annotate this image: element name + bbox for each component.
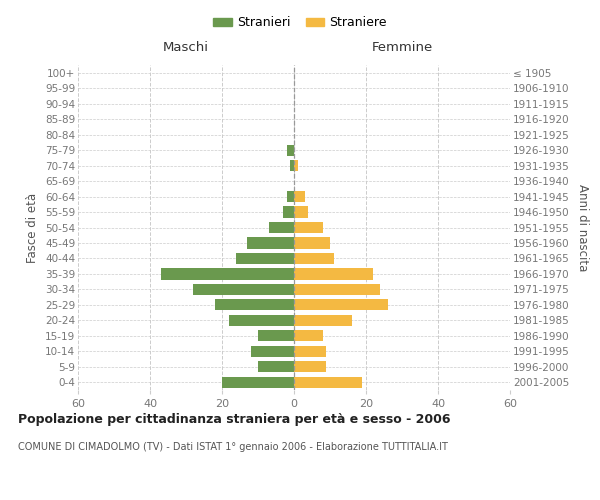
Text: Popolazione per cittadinanza straniera per età e sesso - 2006: Popolazione per cittadinanza straniera p… bbox=[18, 412, 451, 426]
Bar bbox=[251, 346, 294, 357]
Bar bbox=[294, 330, 323, 342]
Text: Maschi: Maschi bbox=[163, 41, 209, 54]
Bar bbox=[287, 191, 294, 202]
Bar bbox=[258, 330, 294, 342]
Text: COMUNE DI CIMADOLMO (TV) - Dati ISTAT 1° gennaio 2006 - Elaborazione TUTTITALIA.: COMUNE DI CIMADOLMO (TV) - Dati ISTAT 1°… bbox=[18, 442, 448, 452]
Bar bbox=[236, 253, 294, 264]
Bar bbox=[294, 206, 308, 218]
Bar bbox=[294, 253, 334, 264]
Bar bbox=[222, 376, 294, 388]
Bar bbox=[294, 346, 326, 357]
Bar bbox=[294, 284, 380, 295]
Y-axis label: Fasce di età: Fasce di età bbox=[26, 192, 40, 262]
Bar bbox=[290, 160, 294, 171]
Bar bbox=[287, 144, 294, 156]
Bar bbox=[294, 315, 352, 326]
Bar bbox=[294, 376, 362, 388]
Bar bbox=[229, 315, 294, 326]
Y-axis label: Anni di nascita: Anni di nascita bbox=[576, 184, 589, 271]
Text: Femmine: Femmine bbox=[371, 41, 433, 54]
Legend: Stranieri, Straniere: Stranieri, Straniere bbox=[208, 11, 392, 34]
Bar bbox=[269, 222, 294, 233]
Bar bbox=[247, 238, 294, 248]
Bar bbox=[294, 361, 326, 372]
Bar bbox=[294, 191, 305, 202]
Bar bbox=[294, 238, 330, 248]
Bar bbox=[294, 268, 373, 280]
Bar bbox=[161, 268, 294, 280]
Bar bbox=[294, 222, 323, 233]
Bar bbox=[193, 284, 294, 295]
Bar bbox=[294, 160, 298, 171]
Bar bbox=[283, 206, 294, 218]
Bar bbox=[258, 361, 294, 372]
Bar bbox=[294, 300, 388, 310]
Bar bbox=[215, 300, 294, 310]
